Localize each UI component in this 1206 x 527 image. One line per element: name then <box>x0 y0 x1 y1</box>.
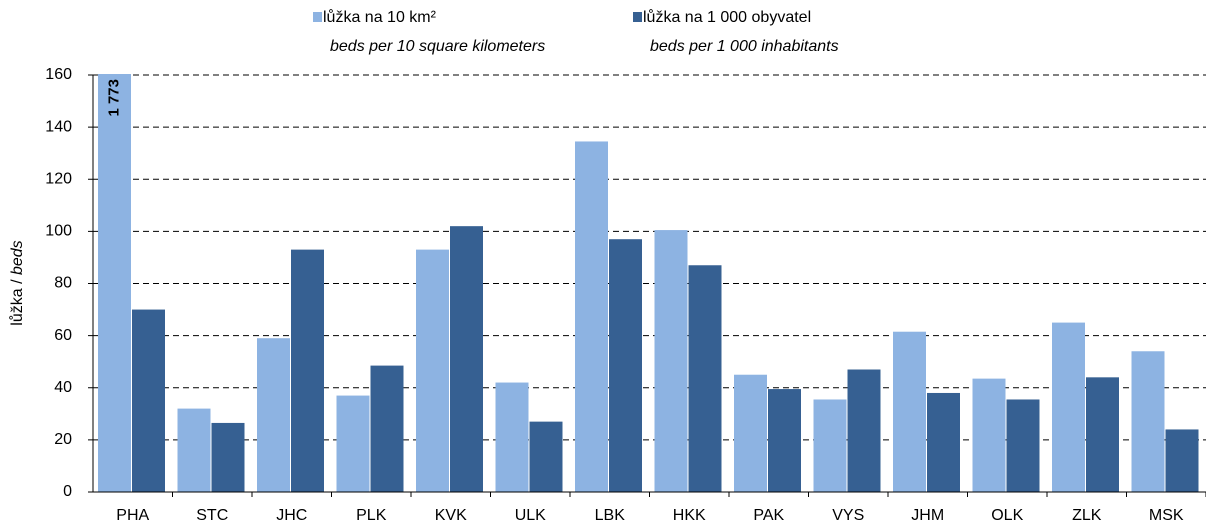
bar <box>132 309 165 492</box>
y-tick-label: 80 <box>54 275 72 292</box>
bar <box>927 392 960 492</box>
y-tick-label: 0 <box>63 483 72 500</box>
bar <box>1131 351 1165 492</box>
legend: lůžka na 10 km² beds per 10 square kilome… <box>313 8 839 55</box>
bar <box>370 365 404 492</box>
legend-label-en: beds per 1 000 inhabitants <box>650 38 839 55</box>
x-tick-label: STC <box>196 507 228 524</box>
x-tick-label: ULK <box>515 507 546 524</box>
y-axis-title-text: lůžka / <box>8 275 26 326</box>
y-axis-title: lůžka / beds <box>8 240 26 325</box>
bar <box>688 265 722 492</box>
bar <box>1086 377 1119 492</box>
bar <box>450 226 483 492</box>
legend-swatch <box>633 12 642 22</box>
bar <box>609 239 642 492</box>
y-tick-label: 140 <box>45 118 72 135</box>
x-tick-label: PLK <box>356 507 387 524</box>
bar <box>529 421 563 492</box>
x-tick-label: JHC <box>276 507 307 524</box>
legend-label-en: beds per 10 square kilometers <box>330 38 545 55</box>
y-tick-label: 20 <box>54 431 72 448</box>
x-tick-label: MSK <box>1149 507 1184 524</box>
bar <box>495 382 529 492</box>
bar <box>575 141 608 492</box>
y-tick-label: 160 <box>45 66 72 83</box>
bar <box>654 230 688 492</box>
y-tick-label: 60 <box>54 327 72 344</box>
y-axis-title-italic: beds <box>9 240 26 275</box>
x-tick-label: LBK <box>595 507 626 524</box>
legend-label: lůžka na 1 000 obyvatel <box>643 8 811 26</box>
x-tick-label: VYS <box>832 507 864 524</box>
bar <box>211 422 245 492</box>
bar <box>972 378 1006 492</box>
bar <box>416 249 449 492</box>
bar <box>98 74 131 492</box>
x-tick-label: PAK <box>753 507 784 524</box>
x-tick-label: ZLK <box>1072 507 1102 524</box>
legend-label: lůžka na 10 km² <box>323 8 437 26</box>
x-tick-label: PHA <box>116 507 149 524</box>
y-tick-label: 40 <box>54 379 72 396</box>
value-label: 1 773 <box>105 79 122 117</box>
bars <box>98 74 1199 492</box>
y-tick-label: 100 <box>45 223 72 240</box>
bar <box>257 338 290 492</box>
x-tick-label: JHM <box>911 507 944 524</box>
bar <box>291 249 324 492</box>
bar <box>813 399 847 492</box>
bar <box>1052 322 1085 492</box>
x-tick-label: OLK <box>991 507 1023 524</box>
bar <box>1165 429 1199 492</box>
bar <box>1006 399 1040 492</box>
bar <box>734 374 767 492</box>
bar <box>847 369 881 492</box>
bar <box>768 389 801 492</box>
x-tick-label: HKK <box>673 507 706 524</box>
x-tick-label: KVK <box>435 507 467 524</box>
bar <box>336 395 370 492</box>
bar <box>177 408 211 492</box>
legend-swatch <box>313 12 322 22</box>
y-tick-label: 120 <box>45 170 72 187</box>
bar <box>893 331 926 492</box>
